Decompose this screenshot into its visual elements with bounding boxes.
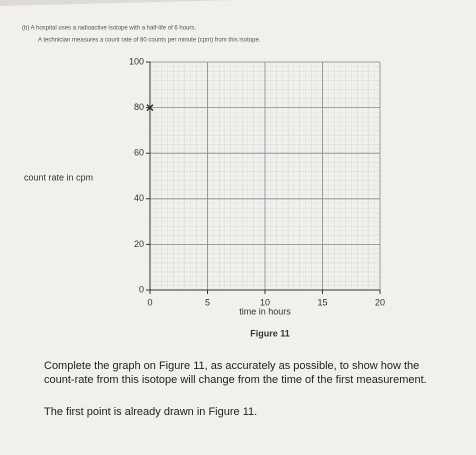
instruction-line: Complete the graph on Figure 11, as accu…	[44, 360, 419, 372]
y-tick-label: 40	[134, 193, 144, 203]
y-tick-label: 60	[134, 148, 144, 158]
data-point	[146, 104, 154, 112]
y-tick-label: 20	[134, 239, 144, 249]
note: The first point is already drawn in Figu…	[44, 406, 257, 418]
figure-caption: Figure 11	[250, 328, 290, 338]
y-axis-label: count rate in cpm	[24, 172, 93, 182]
x-tick-label: 20	[375, 297, 385, 307]
x-tick-label: 15	[317, 297, 327, 307]
x-tick-label: 5	[205, 297, 210, 307]
y-tick-label: 80	[134, 102, 144, 112]
x-tick-label: 0	[147, 297, 152, 307]
y-tick-label: 0	[139, 284, 144, 294]
x-tick-label: 10	[260, 297, 270, 307]
question-line: A technician measures a count rate of 80…	[38, 38, 261, 44]
question-line: (b) A hospital uses a radioactive isotop…	[22, 26, 196, 32]
y-tick-label: 100	[129, 56, 144, 66]
x-axis-label: time in hours	[239, 306, 291, 316]
instruction-line: count-rate from this isotope will change…	[44, 374, 427, 386]
